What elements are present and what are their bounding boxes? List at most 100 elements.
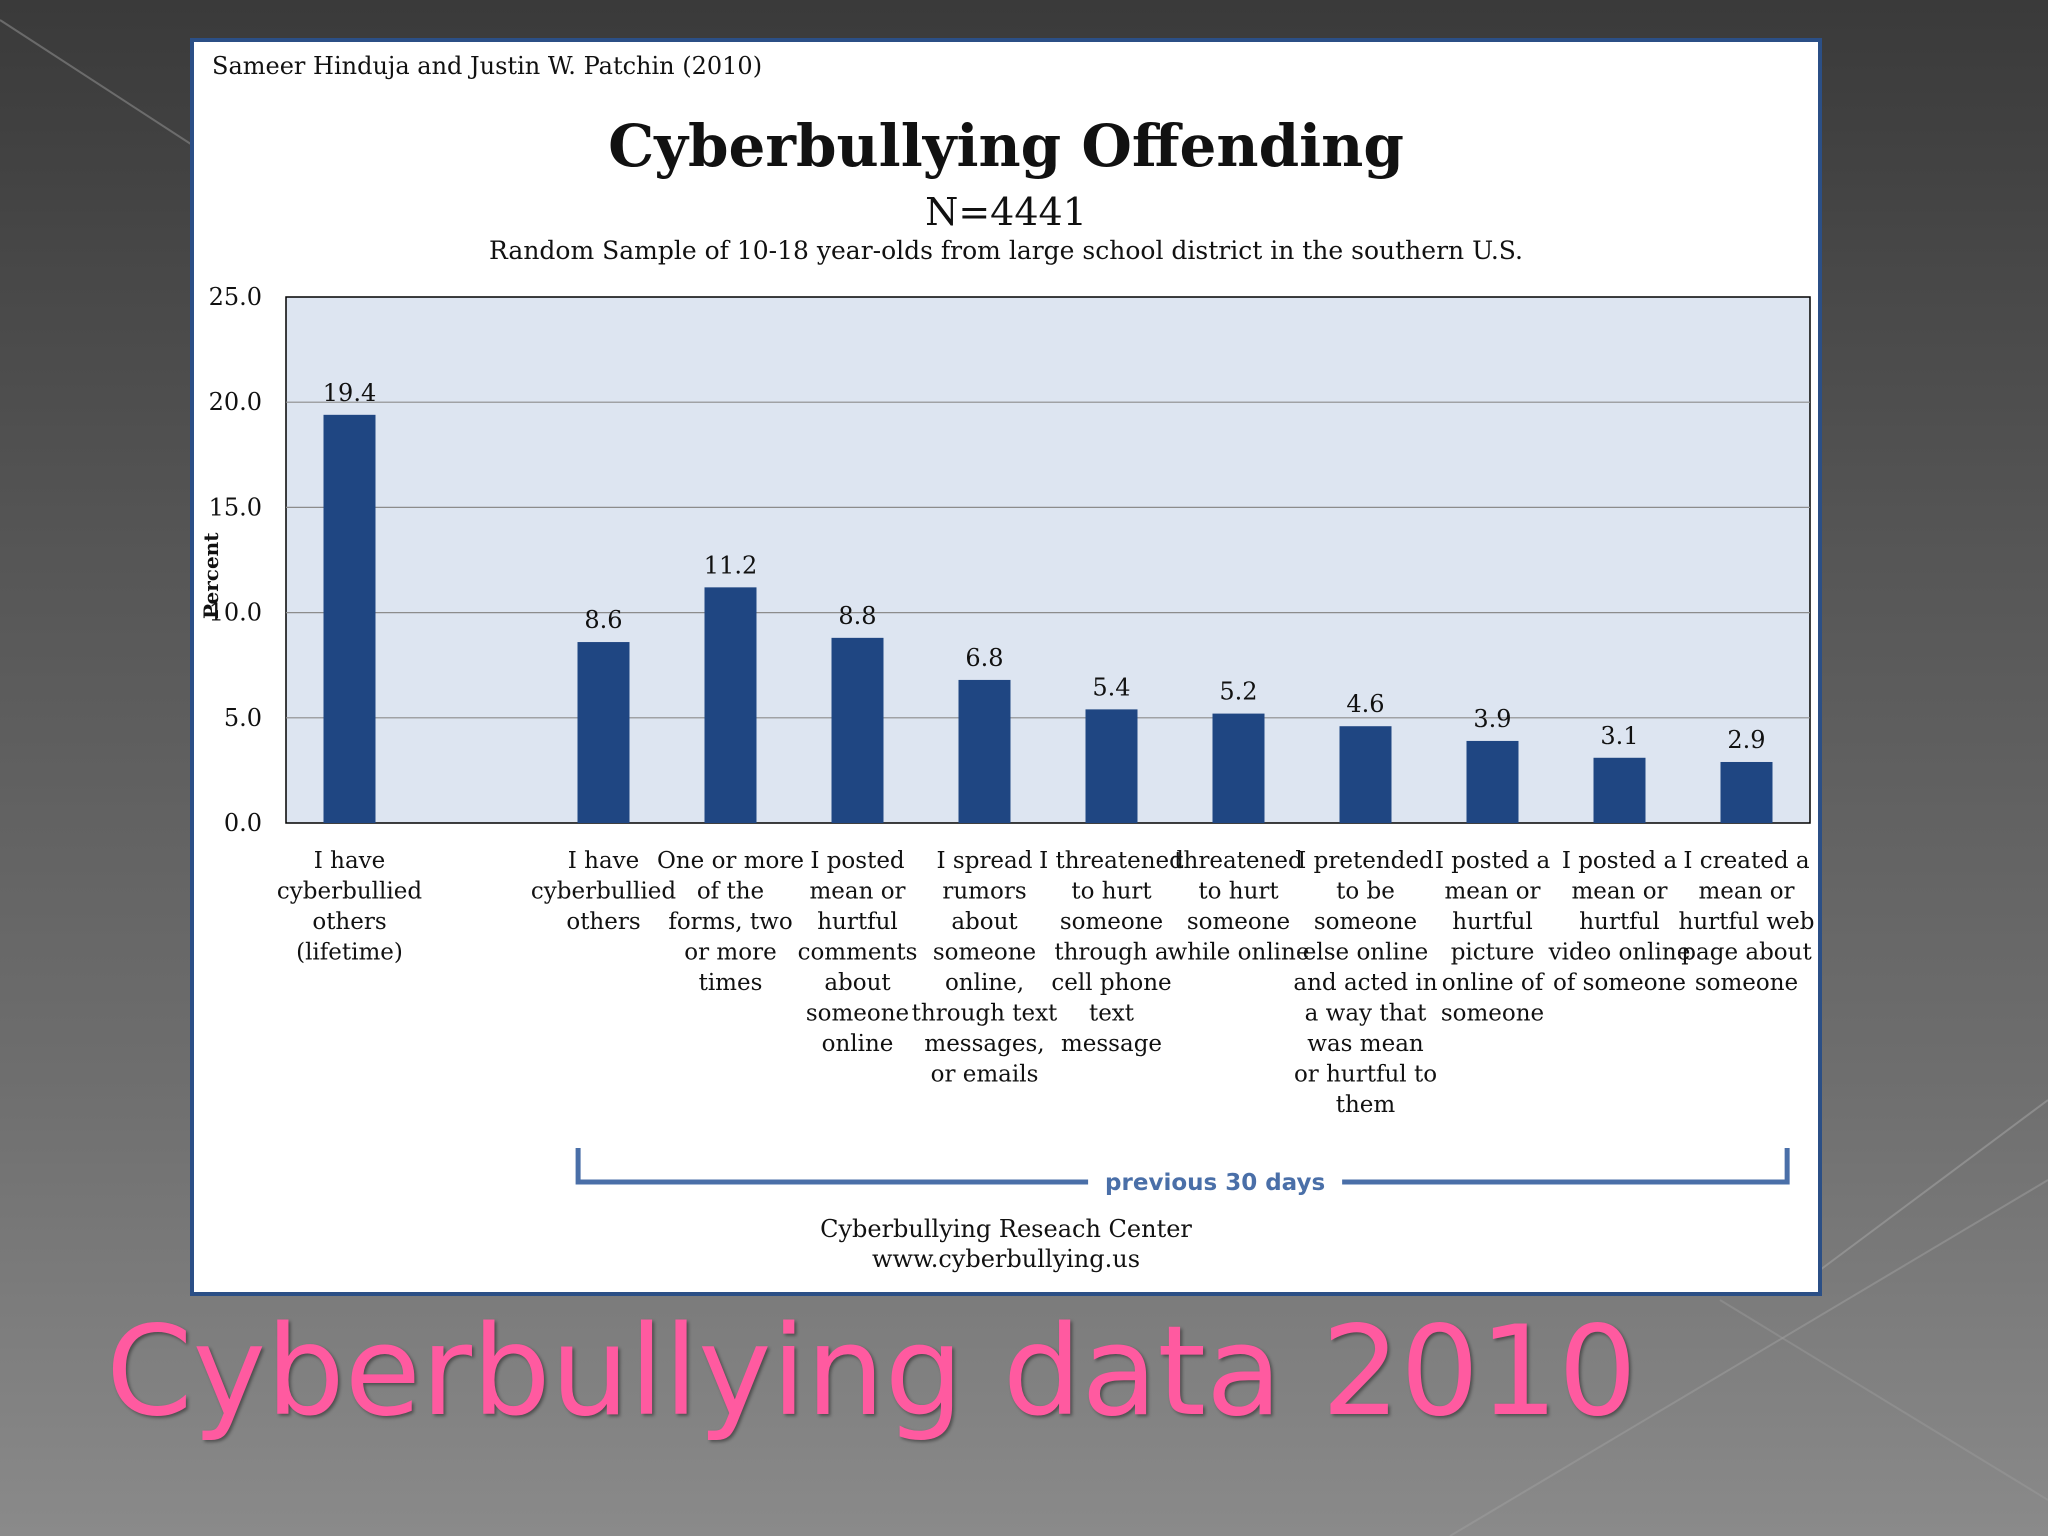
x-tick-label: mean or bbox=[809, 879, 905, 905]
data-label: 8.8 bbox=[838, 602, 876, 630]
x-tick-label: to hurt bbox=[1198, 879, 1279, 905]
y-tick-label: 0.0 bbox=[224, 809, 262, 837]
data-label: 3.9 bbox=[1473, 705, 1511, 733]
x-tick-label: someone bbox=[933, 940, 1036, 966]
x-tick-label: mean or bbox=[1444, 879, 1540, 905]
bar bbox=[704, 587, 757, 823]
x-tick-label: I posted bbox=[810, 848, 905, 874]
x-tick-label: mean or bbox=[1698, 879, 1794, 905]
source-credit: Sameer Hinduja and Justin W. Patchin (20… bbox=[212, 52, 763, 80]
x-tick-label: message bbox=[1061, 1031, 1162, 1057]
y-axis-label: Percent bbox=[199, 532, 223, 619]
data-label: 3.1 bbox=[1600, 722, 1638, 750]
chart-subtitle: Random Sample of 10-18 year-olds from la… bbox=[489, 236, 1523, 265]
x-tick-label: hurtful bbox=[817, 909, 898, 935]
x-tick-label: through a bbox=[1054, 940, 1169, 966]
x-tick-label: comments bbox=[798, 940, 918, 966]
plot-area bbox=[285, 296, 1811, 824]
x-tick-label: others bbox=[566, 909, 640, 935]
x-tick-label: someone bbox=[1695, 970, 1798, 996]
y-tick-label: 10.0 bbox=[209, 599, 262, 627]
bracket-left bbox=[575, 1148, 1089, 1185]
x-tick-label: I have bbox=[568, 848, 640, 874]
data-label: 5.2 bbox=[1219, 678, 1257, 706]
x-tick-label: cell phone bbox=[1051, 970, 1171, 996]
x-tick-label: them bbox=[1336, 1092, 1396, 1118]
data-label: 6.8 bbox=[965, 644, 1003, 672]
bar bbox=[1593, 757, 1646, 823]
x-tick-label: about bbox=[951, 909, 1018, 935]
x-tick-label: and acted in bbox=[1293, 970, 1437, 996]
x-tick-label: others bbox=[312, 909, 386, 935]
x-tick-label: was mean bbox=[1307, 1031, 1424, 1057]
x-tick-label: or emails bbox=[931, 1062, 1039, 1088]
x-tick-label: hurtful bbox=[1579, 909, 1660, 935]
x-tick-label: page about bbox=[1681, 940, 1812, 966]
bracket-right bbox=[1342, 1148, 1790, 1185]
y-tick-label: 20.0 bbox=[209, 388, 262, 416]
x-tick-label: hurtful bbox=[1452, 909, 1533, 935]
data-label: 19.4 bbox=[323, 379, 376, 407]
x-tick-label: I spread bbox=[937, 848, 1033, 874]
x-tick-label: mean or bbox=[1571, 879, 1667, 905]
x-tick-label: someone bbox=[1187, 909, 1290, 935]
chart-sample-size: N=4441 bbox=[925, 190, 1087, 234]
data-label: 8.6 bbox=[584, 606, 622, 634]
bar bbox=[831, 637, 884, 823]
bar bbox=[577, 642, 630, 823]
x-tick-label: hurtful web bbox=[1679, 909, 1815, 935]
x-tick-label: to be bbox=[1336, 879, 1395, 905]
x-tick-label: of someone bbox=[1553, 970, 1686, 996]
x-tick-label: picture bbox=[1451, 940, 1535, 966]
x-tick-label: One or more bbox=[657, 848, 804, 874]
x-tick-label: rumors bbox=[942, 879, 1026, 905]
x-tick-label: a way that bbox=[1305, 1001, 1427, 1027]
x-tick-label: someone bbox=[1314, 909, 1417, 935]
chart-card: Sameer Hinduja and Justin W. Patchin (20… bbox=[190, 38, 1822, 1296]
footer-organization: Cyberbullying Reseach Center bbox=[820, 1215, 1192, 1243]
x-tick-label: someone bbox=[806, 1001, 909, 1027]
y-tick-label: 25.0 bbox=[209, 283, 262, 311]
x-tick-label: forms, two bbox=[668, 909, 792, 935]
x-tick-label: through text bbox=[912, 1001, 1058, 1027]
x-tick-label: messages, bbox=[924, 1031, 1044, 1057]
x-tick-label: I posted a bbox=[1562, 848, 1678, 874]
x-tick-label: cyberbullied bbox=[277, 879, 422, 905]
bar bbox=[1720, 761, 1773, 823]
x-tick-label: online of bbox=[1442, 970, 1545, 996]
x-tick-label: text bbox=[1089, 1001, 1135, 1027]
x-tick-label: I threatened bbox=[1039, 848, 1184, 874]
data-label: 2.9 bbox=[1727, 726, 1765, 754]
bar bbox=[323, 414, 376, 823]
x-tick-label: cyberbullied bbox=[531, 879, 676, 905]
chart-title: Cyberbullying Offending bbox=[608, 112, 1404, 180]
bar-chart: 0.0 5.0 10.0 15.0 20.0 25.0 Percent 19.4 I have c… bbox=[199, 283, 1815, 1196]
bar bbox=[1212, 713, 1265, 823]
x-tick-label: someone bbox=[1060, 909, 1163, 935]
x-tick-label: or more bbox=[684, 940, 776, 966]
x-tick-label: of the bbox=[697, 879, 764, 905]
x-tick-label: to hurt bbox=[1071, 879, 1152, 905]
bar bbox=[1339, 726, 1392, 823]
x-tick-label: I posted a bbox=[1435, 848, 1551, 874]
x-tick-label: online, bbox=[945, 970, 1024, 996]
data-label: 5.4 bbox=[1092, 673, 1130, 701]
x-tick-label: someone bbox=[1441, 1001, 1544, 1027]
x-tick-label: while online bbox=[1168, 940, 1310, 966]
y-tick-label: 5.0 bbox=[224, 704, 262, 732]
bracket-label: previous 30 days bbox=[1105, 1170, 1325, 1196]
bar bbox=[958, 679, 1011, 823]
bar bbox=[1085, 709, 1138, 823]
footer-website: www.cyberbullying.us bbox=[871, 1245, 1141, 1273]
y-tick-label: 15.0 bbox=[209, 493, 262, 521]
x-tick-label: I pretended bbox=[1297, 848, 1434, 874]
x-tick-label: or hurtful to bbox=[1294, 1062, 1437, 1088]
x-tick-label: else online bbox=[1303, 940, 1429, 966]
bar bbox=[1466, 740, 1519, 823]
data-label: 11.2 bbox=[704, 551, 757, 579]
x-tick-label: threatened bbox=[1174, 848, 1303, 874]
x-tick-label: I have bbox=[314, 848, 386, 874]
x-tick-label: times bbox=[699, 970, 763, 996]
slide-title: Cyberbullying data 2010 bbox=[106, 1300, 1637, 1444]
